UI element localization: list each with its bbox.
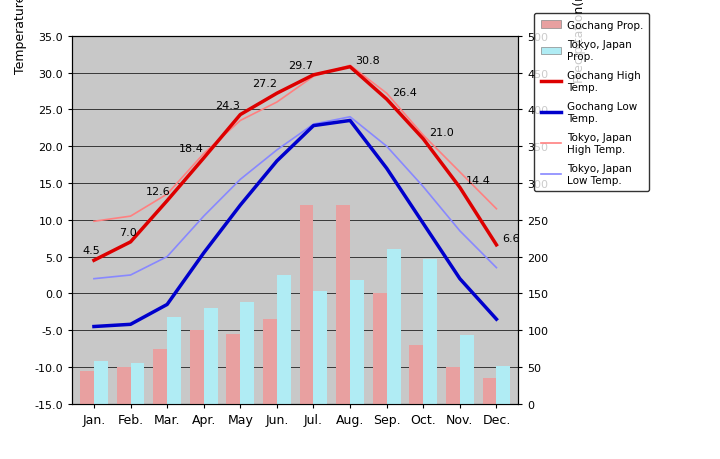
Tokyo, Japan
High Temp. — [273, 100, 282, 106]
Tokyo, Japan
Low Temp. — [419, 185, 428, 190]
Bar — [336, 206, 350, 404]
Bar — [446, 367, 460, 404]
Gochang High
Temp. — [492, 242, 501, 248]
Y-axis label: Temperature(℃): Temperature(℃) — [14, 0, 27, 73]
Bar — [373, 294, 387, 404]
Bar — [410, 345, 423, 404]
Bar — [313, 291, 328, 404]
Bar — [423, 259, 437, 404]
Text: 4.5: 4.5 — [83, 246, 101, 256]
Bar — [130, 363, 145, 404]
Tokyo, Japan
Low Temp. — [126, 273, 135, 278]
Text: 26.4: 26.4 — [392, 88, 417, 98]
Tokyo, Japan
High Temp. — [456, 170, 464, 175]
Gochang High
Temp. — [89, 258, 98, 263]
Tokyo, Japan
High Temp. — [382, 91, 391, 97]
Gochang High
Temp. — [126, 240, 135, 245]
Gochang Low
Temp. — [163, 302, 171, 308]
Gochang High
Temp. — [309, 73, 318, 78]
Tokyo, Japan
Low Temp. — [382, 144, 391, 150]
Bar — [277, 275, 291, 404]
Line: Tokyo, Japan
High Temp.: Tokyo, Japan High Temp. — [94, 66, 497, 222]
Text: 29.7: 29.7 — [289, 61, 313, 71]
Gochang Low
Temp. — [346, 118, 354, 124]
Text: 14.4: 14.4 — [465, 176, 490, 186]
Bar — [350, 280, 364, 404]
Text: 18.4: 18.4 — [179, 144, 204, 154]
Tokyo, Japan
High Temp. — [89, 219, 98, 224]
Text: 6.6: 6.6 — [502, 233, 520, 243]
Gochang High
Temp. — [456, 185, 464, 191]
Bar — [263, 319, 277, 404]
Tokyo, Japan
Low Temp. — [163, 254, 171, 260]
Tokyo, Japan
Low Temp. — [492, 265, 501, 271]
Bar — [460, 336, 474, 404]
Tokyo, Japan
High Temp. — [309, 74, 318, 80]
Gochang High
Temp. — [273, 91, 282, 97]
Line: Gochang Low
Temp.: Gochang Low Temp. — [94, 121, 497, 327]
Gochang Low
Temp. — [456, 276, 464, 282]
Line: Gochang High
Temp.: Gochang High Temp. — [94, 67, 497, 261]
Gochang Low
Temp. — [89, 324, 98, 330]
Tokyo, Japan
Low Temp. — [89, 276, 98, 282]
Gochang High
Temp. — [236, 112, 245, 118]
Text: 27.2: 27.2 — [252, 79, 277, 89]
Text: 24.3: 24.3 — [215, 101, 240, 110]
Line: Tokyo, Japan
Low Temp.: Tokyo, Japan Low Temp. — [94, 118, 497, 279]
Bar — [117, 367, 130, 404]
Gochang High
Temp. — [199, 156, 208, 162]
Tokyo, Japan
Low Temp. — [346, 115, 354, 120]
Text: 7.0: 7.0 — [120, 228, 138, 237]
Bar — [153, 349, 167, 404]
Text: 21.0: 21.0 — [429, 128, 454, 137]
Gochang High
Temp. — [346, 65, 354, 70]
Tokyo, Japan
Low Temp. — [273, 148, 282, 153]
Tokyo, Japan
High Temp. — [236, 118, 245, 124]
Gochang Low
Temp. — [236, 203, 245, 208]
Tokyo, Japan
Low Temp. — [199, 214, 208, 219]
Legend: Gochang Prop., Tokyo, Japan
Prop., Gochang High
Temp., Gochang Low
Temp., Tokyo,: Gochang Prop., Tokyo, Japan Prop., Gocha… — [534, 14, 649, 191]
Gochang Low
Temp. — [309, 123, 318, 129]
Gochang High
Temp. — [382, 97, 391, 103]
Tokyo, Japan
High Temp. — [199, 151, 208, 157]
Bar — [226, 334, 240, 404]
Tokyo, Japan
High Temp. — [492, 207, 501, 212]
Tokyo, Japan
Low Temp. — [456, 229, 464, 234]
Bar — [387, 250, 400, 404]
Tokyo, Japan
High Temp. — [163, 192, 171, 197]
Tokyo, Japan
High Temp. — [419, 133, 428, 139]
Tokyo, Japan
Low Temp. — [309, 122, 318, 128]
Bar — [167, 317, 181, 404]
Gochang Low
Temp. — [126, 322, 135, 327]
Gochang Low
Temp. — [492, 317, 501, 322]
Bar — [300, 206, 313, 404]
Bar — [497, 366, 510, 404]
Y-axis label: Precipitation(mm): Precipitation(mm) — [572, 0, 585, 82]
Gochang Low
Temp. — [419, 221, 428, 227]
Gochang High
Temp. — [163, 198, 171, 204]
Bar — [190, 330, 204, 404]
Tokyo, Japan
High Temp. — [346, 63, 354, 69]
Bar — [80, 371, 94, 404]
Bar — [94, 361, 108, 404]
Tokyo, Japan
Low Temp. — [236, 177, 245, 183]
Gochang Low
Temp. — [199, 251, 208, 256]
Tokyo, Japan
High Temp. — [126, 214, 135, 219]
Bar — [204, 308, 217, 404]
Text: 30.8: 30.8 — [356, 56, 380, 65]
Gochang High
Temp. — [419, 137, 428, 142]
Gochang Low
Temp. — [382, 166, 391, 172]
Text: 12.6: 12.6 — [146, 186, 171, 196]
Gochang Low
Temp. — [273, 159, 282, 164]
Bar — [240, 302, 254, 404]
Bar — [482, 378, 497, 404]
